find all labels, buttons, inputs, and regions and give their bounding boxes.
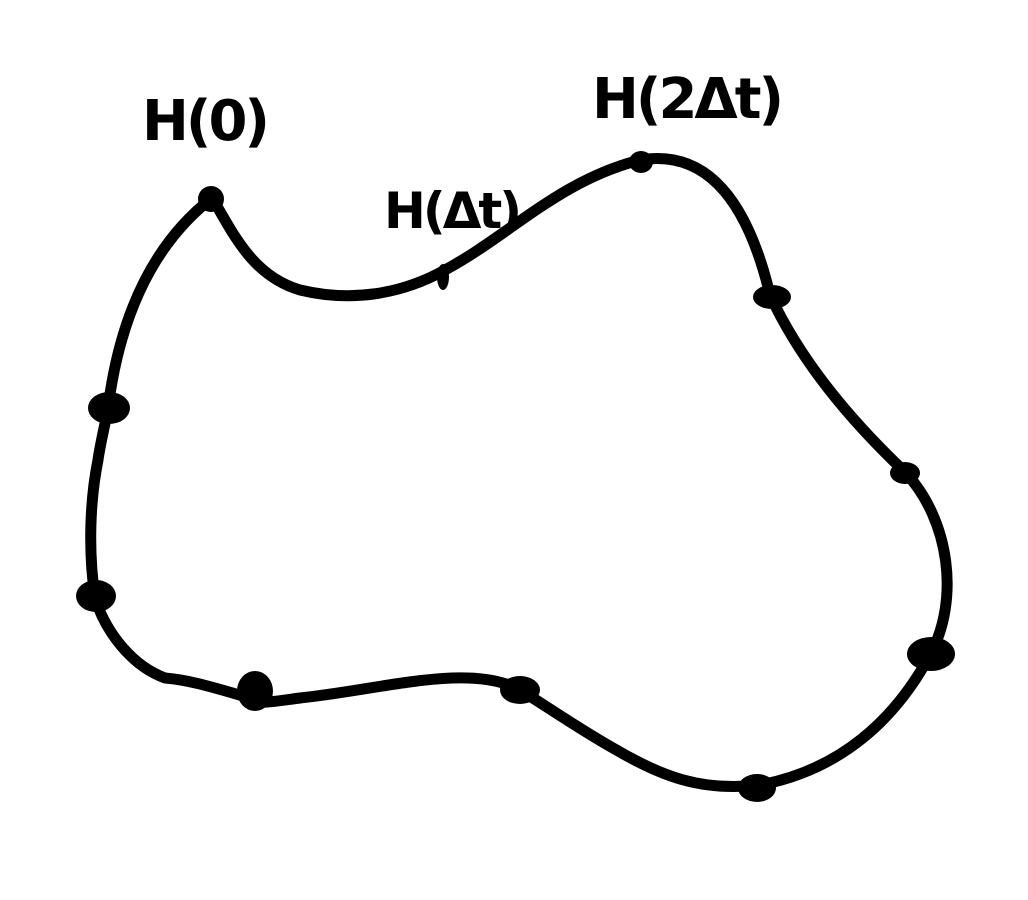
sample-point: [738, 774, 776, 802]
sample-point-h-dt: [437, 264, 449, 290]
sample-point: [500, 676, 540, 704]
sample-point: [88, 392, 130, 424]
sample-point: [890, 462, 920, 484]
label-h-2dt: H(2Δt): [592, 67, 781, 132]
sample-point: [237, 671, 273, 711]
sample-point: [76, 580, 116, 612]
sample-points: [76, 151, 955, 802]
sample-point-h0: [198, 186, 224, 212]
sample-point: [907, 637, 955, 671]
label-h0: H(0): [142, 89, 267, 154]
label-h-dt: H(Δt): [384, 182, 519, 240]
sample-point: [753, 285, 791, 309]
sample-point-h-2dt: [629, 151, 653, 173]
